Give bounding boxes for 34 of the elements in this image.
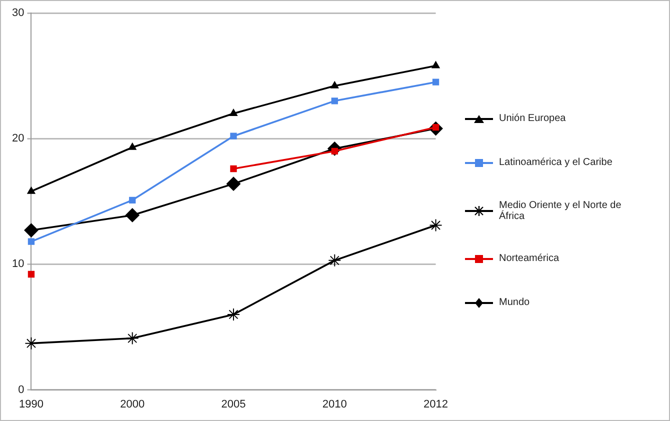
point xyxy=(230,132,237,140)
point xyxy=(331,98,338,104)
legend-label: Latinoamérica y el Caribe xyxy=(499,157,612,168)
point xyxy=(129,196,136,204)
point xyxy=(27,186,36,194)
point xyxy=(429,218,442,232)
point xyxy=(226,176,240,191)
point xyxy=(24,223,38,238)
y-tick-label: 30 xyxy=(12,7,24,20)
y-tick-label: 10 xyxy=(12,258,24,270)
point xyxy=(230,165,237,172)
point xyxy=(328,254,342,267)
x-tick-label: 2005 xyxy=(221,398,246,410)
point xyxy=(28,270,35,278)
point xyxy=(24,336,38,350)
x-tick-label: 2000 xyxy=(120,398,145,410)
legend-label: Norteamérica xyxy=(499,253,560,264)
point xyxy=(432,78,440,86)
x-tick-label: 1990 xyxy=(18,398,44,410)
legend-label: Mundo xyxy=(499,297,530,308)
point xyxy=(330,81,339,88)
point xyxy=(230,108,238,116)
point xyxy=(28,238,35,245)
legend-label: Medio Oriente y el Norte de África xyxy=(499,200,622,222)
point xyxy=(126,332,139,345)
x-tick-label: 2012 xyxy=(424,398,448,410)
legend-label: Unión Europea xyxy=(499,113,566,124)
point xyxy=(128,142,136,150)
y-tick-label: 20 xyxy=(12,132,24,145)
x-tick-label: 2010 xyxy=(322,398,347,410)
point xyxy=(227,308,240,321)
point xyxy=(432,61,440,68)
y-tick-label: 0 xyxy=(18,384,24,396)
point xyxy=(125,208,140,222)
